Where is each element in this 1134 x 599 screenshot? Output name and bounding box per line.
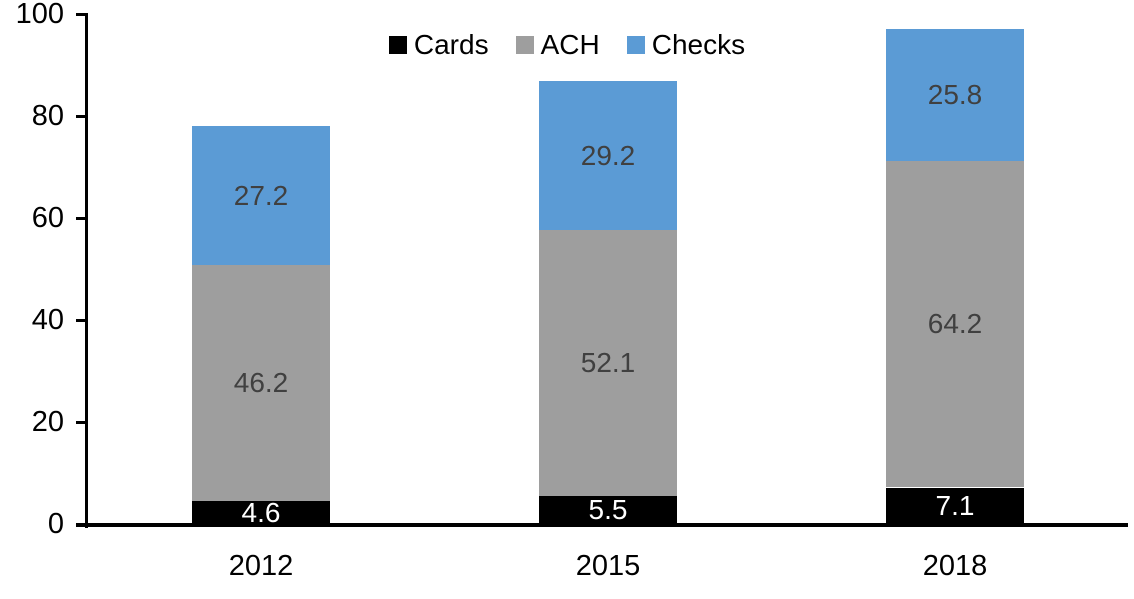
y-axis-tick-label: 80 [31, 100, 64, 132]
y-axis-tick-label: 0 [47, 508, 64, 540]
y-axis-tick [76, 319, 88, 322]
y-axis-tick [76, 523, 88, 526]
bar-value-label: 52.1 [580, 347, 636, 378]
x-axis-label-2012: 2012 [228, 550, 294, 582]
y-axis [85, 14, 88, 528]
legend-swatch-ach-icon [515, 36, 534, 54]
y-axis-tick [76, 421, 88, 424]
bar-segment-cards-2018: 7.1 [886, 488, 1024, 524]
bar-segment-ach-2015: 52.1 [539, 230, 677, 496]
bar-value-label: 5.5 [588, 494, 628, 525]
bar-segment-cards-2012: 4.6 [192, 496, 330, 528]
bar-segment-cards-2015: 5.5 [539, 496, 677, 524]
y-axis-tick [76, 13, 88, 16]
legend-item-ach: ACH [515, 29, 600, 60]
y-axis-tick-label: 40 [31, 304, 64, 336]
bar-segment-checks-2012: 27.2 [192, 126, 330, 265]
bar-segment-ach-2012: 46.2 [192, 265, 330, 501]
bar-segment-checks-2015: 29.2 [539, 81, 677, 230]
y-axis-tick-label: 20 [31, 406, 64, 438]
x-axis-label-2018: 2018 [922, 550, 988, 582]
bar-segment-checks-2018: 25.8 [886, 29, 1024, 161]
x-axis [76, 523, 1128, 527]
legend-item-checks: Checks [626, 29, 746, 60]
y-axis-tick [76, 115, 88, 118]
y-axis-tick [76, 217, 88, 220]
bar-value-label: 7.1 [935, 490, 975, 521]
legend-label: Cards [413, 29, 489, 60]
legend-item-cards: Cards [388, 29, 489, 60]
chart-legend: Cards ACH Checks [0, 30, 1134, 60]
y-axis-tick-label: 60 [31, 202, 64, 234]
legend-label: ACH [540, 29, 600, 60]
bar-value-label: 27.2 [233, 179, 289, 211]
y-axis-tick-label: 100 [15, 0, 64, 30]
bar-value-label: 29.2 [580, 139, 636, 171]
bar-value-label: 25.8 [927, 79, 983, 110]
legend-label: Checks [651, 29, 746, 60]
x-axis-label-2015: 2015 [575, 550, 641, 582]
legend-swatch-cards-icon [388, 36, 407, 54]
bar-value-label: 4.6 [241, 496, 281, 528]
bar-segment-ach-2018: 64.2 [886, 160, 1024, 487]
bar-value-label: 46.2 [233, 367, 289, 398]
bar-value-label: 64.2 [927, 307, 983, 339]
legend-swatch-checks-icon [626, 36, 645, 54]
